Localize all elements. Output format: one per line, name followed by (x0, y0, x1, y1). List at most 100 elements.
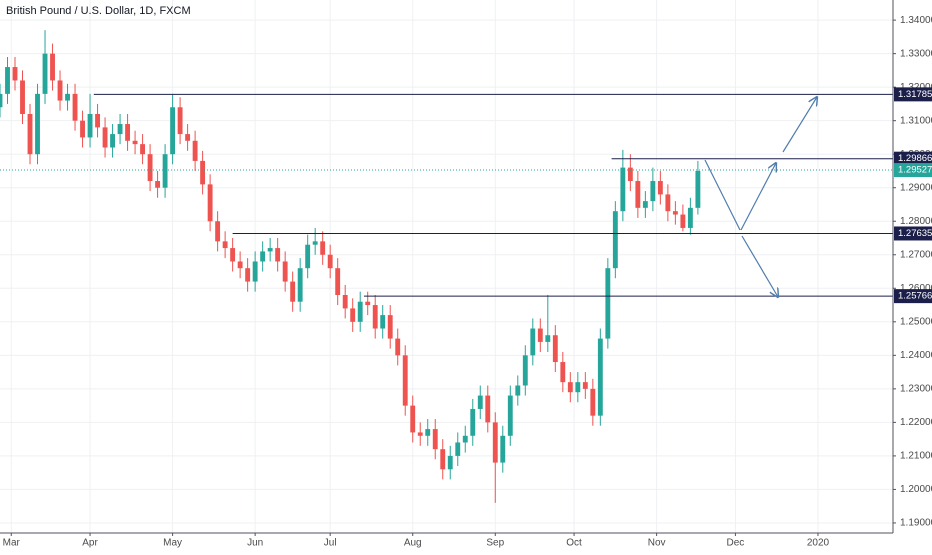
y-tick-label: 1.19000 (900, 518, 932, 529)
candle-body (132, 140, 138, 145)
candle-body (530, 328, 536, 356)
candle-body (57, 80, 63, 101)
candle-body (237, 261, 243, 269)
candle-body (395, 338, 401, 356)
x-tick-label: Mar (3, 538, 21, 549)
candle-body (267, 248, 273, 252)
arrow (741, 235, 778, 297)
candle-body (432, 429, 438, 450)
x-tick-label: Dec (727, 538, 745, 549)
level-label: 1.29866 (898, 153, 932, 164)
candle-body (65, 93, 70, 101)
candle-body (192, 140, 198, 161)
candle-body (350, 308, 356, 322)
candle-body (230, 248, 236, 262)
candle-body (185, 134, 191, 141)
candle-body (387, 315, 393, 339)
y-tick-label: 1.32000 (900, 82, 932, 93)
candle-body (335, 268, 341, 295)
candle-body (695, 170, 701, 208)
candle-body (312, 241, 318, 245)
candle-body (477, 395, 483, 409)
candle-body (80, 120, 85, 138)
candle-body (305, 244, 311, 269)
candle-body (117, 124, 123, 135)
level-label: 1.31785 (898, 89, 932, 100)
y-tick-label: 1.34000 (900, 15, 932, 26)
last-price-tag (894, 163, 932, 178)
candle-body (687, 207, 693, 228)
candle-body (222, 241, 228, 249)
candle-body (35, 93, 40, 155)
candle-body (177, 107, 183, 135)
candle-body (582, 382, 588, 389)
candle-body (657, 181, 663, 195)
y-tick-label: 1.22000 (900, 417, 932, 428)
candle-body (252, 261, 258, 282)
candle-body (275, 248, 281, 262)
candle-body (620, 167, 626, 212)
candle-body (522, 355, 528, 386)
candle-body (297, 268, 303, 302)
candle-body (95, 113, 100, 128)
candle-body (162, 154, 168, 188)
candle-body (417, 432, 423, 436)
candle-body (0, 93, 3, 108)
candle-body (87, 113, 93, 138)
candle-body (27, 113, 33, 155)
candle-body (282, 261, 288, 282)
y-tick-label: 1.25000 (900, 316, 932, 327)
candle-body (320, 241, 326, 255)
candle-body (425, 429, 431, 436)
candle-body (365, 301, 371, 306)
candle-body (650, 181, 656, 202)
level-tag (894, 226, 932, 241)
candle-body (50, 53, 55, 81)
arrow (782, 97, 817, 153)
candle-body (590, 388, 596, 416)
candle-body (125, 124, 131, 141)
level-label: 1.27635 (898, 228, 932, 239)
candle-body (665, 194, 671, 212)
candle-body (605, 268, 611, 339)
candle-body (470, 408, 476, 436)
candle-body (515, 385, 521, 396)
candle-body (327, 254, 333, 269)
candle-body (245, 268, 251, 282)
candle-body (140, 144, 146, 155)
y-tick-label: 1.31000 (900, 115, 932, 126)
candle-body (545, 335, 551, 342)
x-tick-label: Aug (404, 538, 422, 549)
candle-body (155, 181, 161, 188)
candle-body (485, 395, 491, 423)
y-tick-label: 1.24000 (900, 350, 932, 361)
level-tag (894, 289, 932, 304)
candle-body (492, 422, 498, 463)
candle-body (207, 184, 213, 222)
candle-body (20, 80, 25, 114)
levels (0, 93, 893, 297)
candle-body (5, 67, 10, 94)
candle-body (72, 93, 78, 121)
arrow (740, 163, 776, 231)
candle-body (507, 395, 513, 436)
chart-title: British Pound / U.S. Dollar, 1D, FXCM (6, 5, 191, 17)
candle-body (560, 362, 566, 383)
candle-body (537, 328, 543, 342)
candle-body (635, 181, 641, 208)
candle-body (612, 211, 618, 269)
x-tick-label: Apr (82, 538, 98, 549)
candles (0, 30, 701, 503)
candle-body (380, 315, 386, 329)
candle-body (147, 154, 153, 182)
candle-body (552, 335, 558, 363)
candle-body (260, 251, 266, 262)
level-tag (894, 87, 932, 102)
candle-body (357, 301, 363, 322)
candle-body (12, 67, 18, 81)
candle-body (447, 455, 453, 470)
x-tick-label: Sep (486, 538, 504, 549)
y-tick-label: 1.28000 (900, 216, 932, 227)
